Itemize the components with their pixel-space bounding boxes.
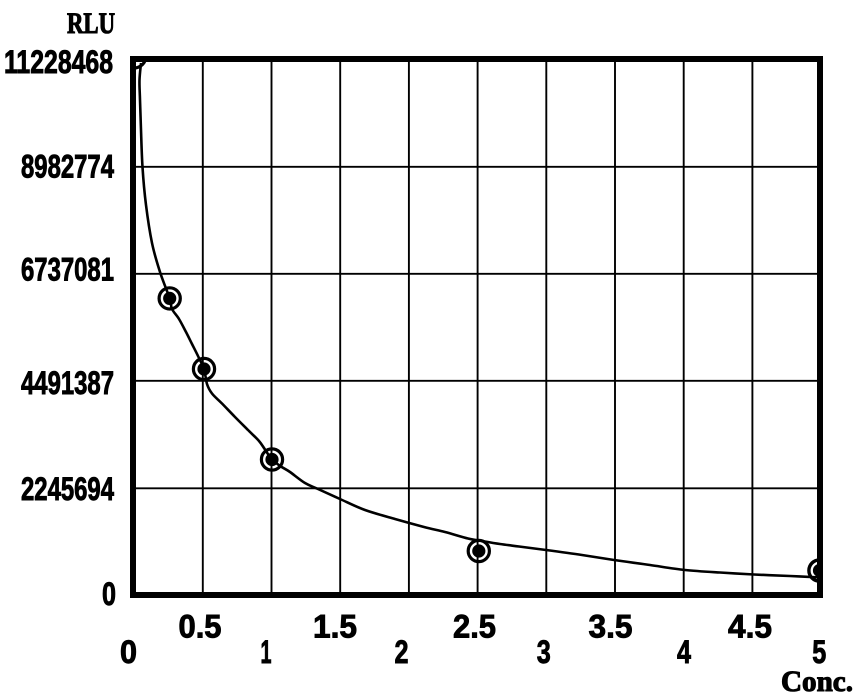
svg-text:1.5: 1.5 (313, 609, 357, 645)
svg-text:3.5: 3.5 (589, 609, 633, 645)
svg-text:4: 4 (677, 634, 691, 670)
svg-text:2: 2 (395, 634, 409, 670)
svg-text:4.5: 4.5 (728, 609, 772, 645)
svg-text:1: 1 (261, 634, 272, 670)
svg-text:2.5: 2.5 (453, 609, 496, 645)
svg-text:5: 5 (812, 634, 826, 670)
svg-text:RLU: RLU (67, 7, 115, 40)
svg-text:3: 3 (537, 634, 551, 670)
svg-text:8982774: 8982774 (21, 149, 114, 185)
svg-text:0: 0 (120, 634, 137, 670)
svg-text:11228468: 11228468 (4, 44, 113, 80)
svg-text:6737081: 6737081 (21, 252, 114, 288)
svg-text:Conc.: Conc. (781, 665, 853, 698)
svg-text:0.5: 0.5 (179, 609, 222, 645)
svg-text:0: 0 (102, 576, 116, 612)
svg-text:2245694: 2245694 (21, 471, 114, 507)
svg-text:4491387: 4491387 (21, 365, 114, 401)
